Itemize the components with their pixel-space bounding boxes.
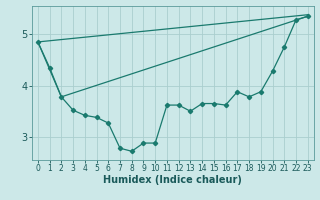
X-axis label: Humidex (Indice chaleur): Humidex (Indice chaleur)	[103, 175, 242, 185]
